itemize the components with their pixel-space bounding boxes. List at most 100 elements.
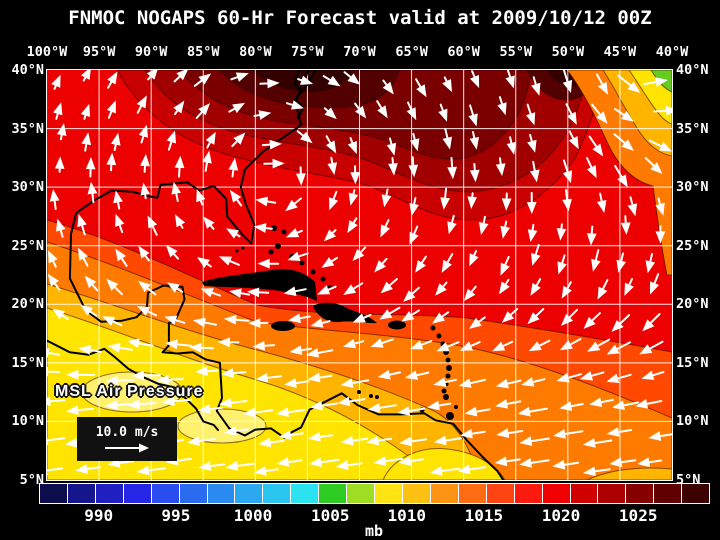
wind-vectors — [34, 66, 679, 477]
wind-arrow-icon — [322, 75, 341, 87]
wind-arrow-icon — [531, 243, 541, 266]
lat-label: 15°N — [676, 354, 709, 371]
wind-arrow-icon — [433, 377, 457, 387]
wind-arrow-icon — [261, 139, 282, 150]
wind-arrow-icon — [51, 74, 61, 90]
wind-arrow-icon — [641, 370, 665, 380]
wind-arrow-icon — [447, 214, 457, 235]
wind-arrow-icon — [460, 428, 486, 439]
wind-arrow-icon — [202, 216, 215, 230]
wind-arrow-icon — [644, 157, 663, 175]
wind-arrow-icon — [146, 67, 159, 81]
islands — [202, 225, 458, 420]
wind-arrow-icon — [219, 398, 248, 408]
wind-arrow-icon — [433, 435, 462, 446]
wind-arrow-icon — [317, 285, 337, 295]
wind-arrow-icon — [614, 164, 628, 188]
wind-arrow-icon — [613, 133, 634, 151]
wind-arrow-icon — [289, 345, 313, 356]
wind-arrow-icon — [525, 103, 536, 126]
wind-arrow-icon — [582, 438, 613, 448]
wind-arrow-icon — [568, 130, 579, 150]
wind-arrow-icon — [156, 374, 184, 385]
islands-florida-keys — [235, 246, 245, 253]
wind-arrow-icon — [105, 400, 133, 410]
wind-arrow-icon — [136, 95, 147, 114]
wind-arrow-icon — [637, 457, 663, 468]
lat-label: 30°N — [11, 179, 44, 196]
wind-arrow-icon — [469, 70, 480, 89]
wind-arrow-icon — [377, 369, 401, 380]
wind-arrow-icon — [401, 309, 420, 322]
wind-arrow-icon — [308, 431, 334, 442]
wind-arrow-icon — [147, 215, 158, 236]
wind-arrow-icon — [175, 214, 186, 229]
wind-arrow-icon — [381, 188, 392, 208]
wind-arrow-icon — [606, 341, 632, 355]
wind-arrow-icon — [517, 406, 548, 417]
wind-arrow-icon — [653, 105, 679, 116]
colorbar-segment — [654, 484, 683, 503]
wind-arrow-icon — [635, 399, 663, 409]
wind-arrow-icon — [337, 396, 366, 407]
wind-arrow-icon — [223, 426, 250, 436]
wind-arrow-icon — [106, 152, 117, 172]
wind-arrow-icon — [583, 466, 611, 477]
pressure-band-gold-se — [586, 467, 673, 481]
wind-arrow-icon — [255, 196, 277, 207]
wind-arrow-icon — [77, 247, 89, 267]
wind-arrow-icon — [113, 190, 123, 210]
wind-arrow-icon — [56, 218, 66, 238]
wind-arrow-icon — [403, 286, 420, 302]
colorbar-segment — [291, 484, 320, 503]
wind-arrow-icon — [343, 282, 364, 296]
wind-arrow-icon — [306, 348, 334, 358]
colorbar-segment — [542, 484, 571, 503]
wind-arrow-icon — [530, 278, 542, 296]
colorbar-tick: 1020 — [541, 506, 581, 525]
wind-arrow-icon — [287, 251, 309, 261]
wind-arrow-icon — [310, 400, 338, 411]
wind-arrow-icon — [521, 377, 546, 387]
wind-arrow-icon — [327, 156, 338, 176]
wind-arrow-icon — [352, 246, 367, 262]
island-puerto-rico — [388, 320, 406, 330]
wind-arrow-icon — [350, 165, 361, 185]
wind-arrow-icon — [252, 340, 276, 351]
colorbar-segment — [95, 484, 124, 503]
wind-arrow-icon — [228, 157, 239, 178]
wind-arrow-icon — [376, 100, 388, 119]
colorbar-segment — [263, 484, 292, 503]
colorbar-segment — [514, 484, 543, 503]
wind-arrow-icon — [138, 124, 149, 144]
colorbar-segment — [402, 484, 431, 503]
wind-arrow-icon — [469, 131, 480, 150]
wind-arrow-icon — [469, 163, 480, 183]
wind-arrow-icon — [218, 256, 240, 266]
wind-arrow-icon — [388, 157, 398, 176]
wind-arrow-icon — [468, 104, 478, 127]
colorbar-segment — [458, 484, 487, 503]
wind-arrow-icon — [495, 399, 522, 409]
wind-arrow-icon — [47, 273, 61, 291]
wind-arrow-icon — [307, 372, 333, 383]
island-jamaica — [271, 321, 295, 331]
wind-arrow-icon — [500, 220, 510, 239]
wind-arrow-icon — [409, 225, 419, 245]
wind-arrow-icon — [54, 156, 65, 173]
lon-label: 80°W — [239, 44, 272, 60]
lat-label: 40°N — [676, 62, 709, 78]
wind-arrow-icon — [253, 466, 279, 476]
lon-label: 65°W — [395, 44, 428, 60]
wind-arrow-icon — [438, 103, 448, 122]
wind-arrow-icon — [53, 102, 63, 120]
wind-arrow-icon — [335, 460, 363, 471]
wind-arrow-icon — [442, 76, 452, 93]
wind-arrow-icon — [78, 345, 102, 355]
wind-arrow-icon — [197, 404, 224, 415]
wind-arrow-icon — [198, 461, 226, 471]
wind-arrow-icon — [379, 306, 401, 320]
wind-arrow-icon — [467, 192, 478, 210]
lat-label: 20°N — [11, 296, 44, 313]
wind-arrow-icon — [648, 139, 673, 152]
